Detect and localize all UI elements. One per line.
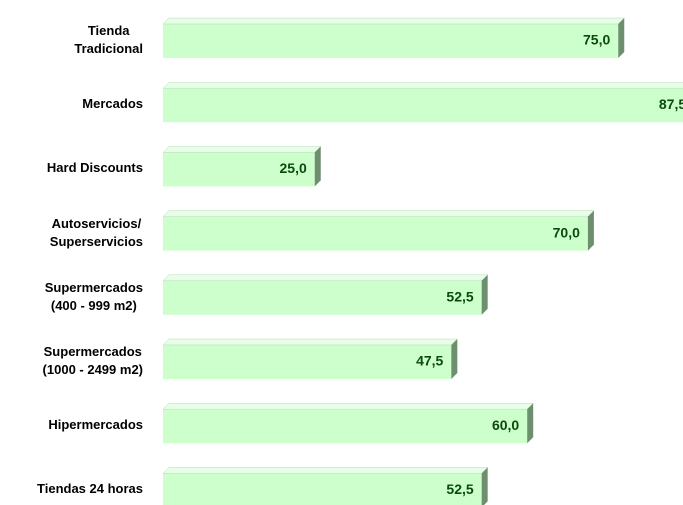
category-label: Hard Discounts [46, 160, 143, 176]
bar [162, 81, 683, 123]
bar-side [527, 403, 534, 444]
category-label: Tiendas 24 horas [37, 481, 143, 497]
bar [162, 338, 458, 379]
bar-top [162, 402, 534, 410]
value-label: 60,0 [492, 417, 519, 433]
value-label: 25,0 [280, 160, 307, 176]
value-label: 75,0 [583, 32, 610, 48]
bar-side [481, 274, 488, 315]
category-label: Tienda Tradicional [74, 23, 143, 56]
bar [162, 17, 625, 58]
category-label: Hipermercados [48, 417, 143, 433]
bar-top [162, 274, 489, 282]
bar [162, 402, 534, 444]
bar-front [163, 88, 683, 123]
bar-front [163, 409, 528, 444]
bar-front [163, 473, 482, 505]
bar [162, 467, 489, 505]
bar-top [162, 146, 322, 153]
category-label: Supermercados (1000 - 2499 m2) [42, 344, 143, 377]
bar-front [163, 280, 482, 315]
bar [162, 146, 322, 187]
value-label: 87,5 [659, 96, 683, 112]
category-label: Mercados [82, 96, 143, 112]
bar-top [162, 338, 458, 346]
bar-front [163, 24, 619, 58]
bar-side [618, 18, 625, 58]
value-label: 52,5 [446, 481, 473, 497]
bar-side [481, 467, 488, 505]
bar-front [163, 216, 588, 251]
value-label: 52,5 [446, 289, 473, 305]
bar-front [163, 345, 452, 379]
bar-top [162, 467, 489, 474]
value-label: 70,0 [553, 224, 580, 240]
bar-side [451, 339, 458, 379]
value-label: 47,5 [416, 353, 443, 369]
bar-top [162, 17, 625, 25]
bar-front [163, 152, 315, 187]
bar [162, 274, 489, 315]
category-label: Supermercados (400 - 999 m2) [44, 279, 143, 313]
bar-top [162, 81, 683, 89]
bar-side [587, 210, 594, 251]
bar-side [314, 146, 321, 187]
bar [162, 210, 595, 251]
bar-top [162, 210, 595, 217]
category-label: Autoservicios/ Superservicios [49, 215, 143, 249]
